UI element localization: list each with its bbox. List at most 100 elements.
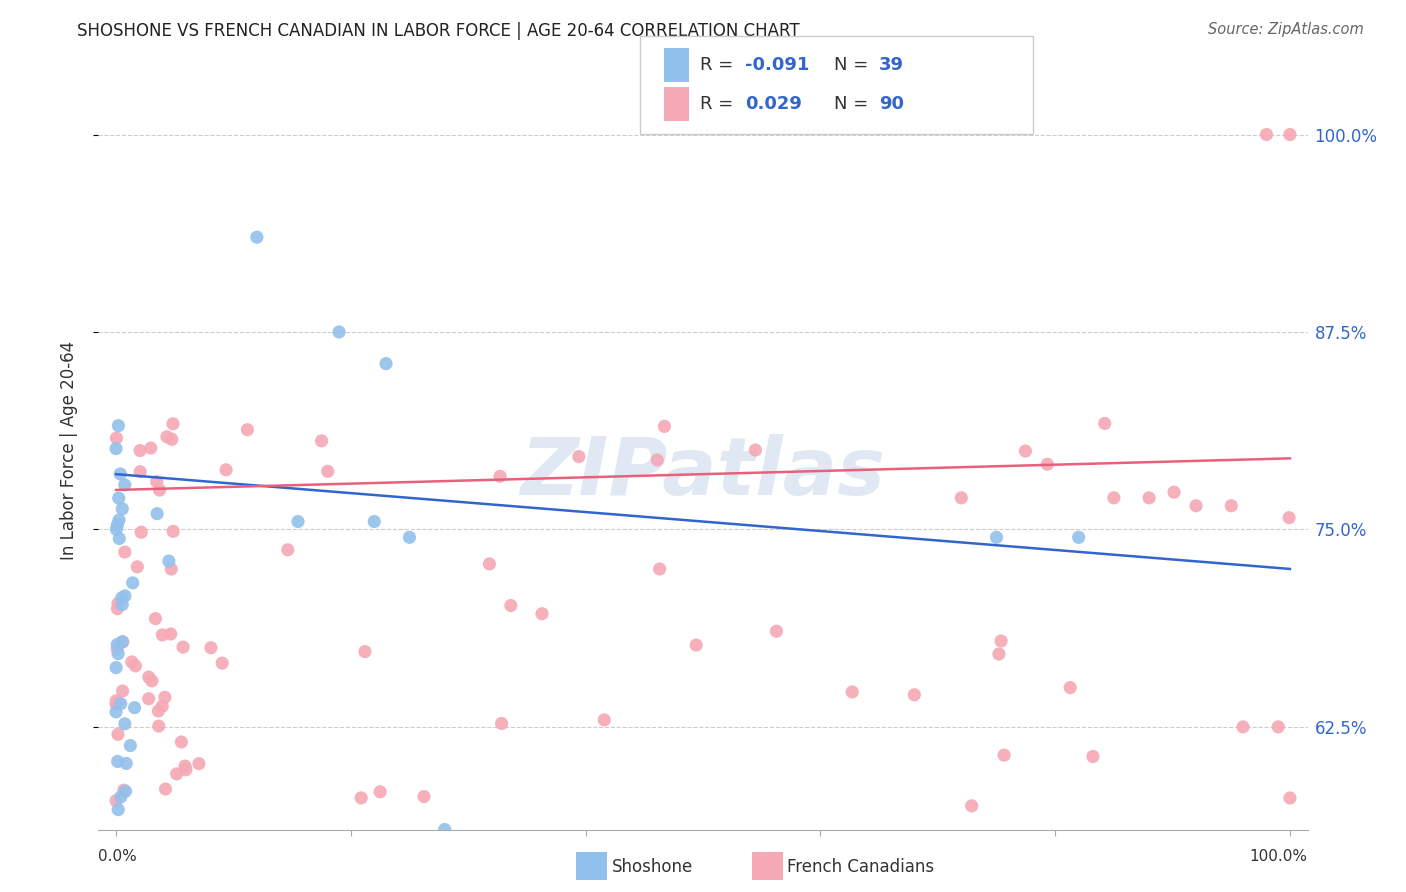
Point — [124, 658, 146, 673]
Point — [1278, 128, 1301, 142]
Point — [1102, 491, 1125, 505]
Point — [398, 530, 420, 544]
Point — [124, 700, 146, 714]
Point — [1185, 499, 1208, 513]
Point — [1067, 530, 1090, 544]
Point — [111, 684, 134, 698]
Point — [111, 591, 134, 605]
Point — [107, 601, 129, 615]
Point — [105, 694, 128, 708]
Point — [1094, 417, 1116, 431]
Point — [277, 542, 299, 557]
Point — [120, 739, 142, 753]
Point — [145, 612, 167, 626]
Point — [160, 433, 183, 447]
Point — [105, 794, 128, 808]
Point — [107, 647, 129, 661]
Point — [368, 785, 391, 799]
Point — [1036, 457, 1059, 471]
Point — [491, 716, 513, 731]
Point — [174, 759, 197, 773]
Point — [1232, 720, 1254, 734]
Point — [110, 467, 132, 481]
Point — [654, 419, 676, 434]
Point — [112, 783, 135, 797]
Point — [316, 464, 339, 478]
Point — [105, 522, 128, 536]
Text: 0.0%: 0.0% — [98, 848, 138, 863]
Point — [110, 789, 132, 804]
Text: 90: 90 — [879, 95, 904, 113]
Point — [478, 557, 501, 571]
Point — [141, 673, 163, 688]
Point — [150, 699, 173, 714]
Text: N =: N = — [834, 95, 873, 113]
Text: ZIPatlas: ZIPatlas — [520, 434, 886, 512]
Point — [146, 507, 169, 521]
Point — [1014, 444, 1036, 458]
Text: R =: R = — [700, 56, 740, 74]
Text: 39: 39 — [879, 56, 904, 74]
Text: 100.0%: 100.0% — [1250, 848, 1308, 863]
Point — [160, 562, 183, 576]
Point — [215, 463, 238, 477]
Point — [110, 697, 132, 711]
Point — [531, 607, 554, 621]
Point — [499, 599, 522, 613]
Text: Shoshone: Shoshone — [612, 858, 693, 876]
Point — [287, 515, 309, 529]
Point — [1220, 499, 1243, 513]
Point — [162, 524, 184, 539]
Point — [648, 562, 671, 576]
Point — [593, 713, 616, 727]
Point — [170, 735, 193, 749]
Point — [129, 443, 152, 458]
Point — [350, 791, 373, 805]
Point — [413, 789, 436, 804]
Point — [986, 530, 1008, 544]
Point — [987, 647, 1010, 661]
Point — [246, 230, 269, 244]
Point — [105, 517, 128, 532]
Point — [765, 624, 787, 639]
Point — [990, 634, 1012, 648]
Point — [993, 748, 1015, 763]
Point — [433, 822, 456, 837]
Point — [354, 644, 377, 658]
Point — [114, 545, 136, 559]
Point — [114, 478, 136, 492]
Point — [121, 655, 143, 669]
Point — [645, 453, 668, 467]
Text: Source: ZipAtlas.com: Source: ZipAtlas.com — [1208, 22, 1364, 37]
Point — [105, 641, 128, 656]
Point — [107, 755, 129, 769]
Point — [162, 417, 184, 431]
Point — [157, 554, 180, 568]
Point — [1278, 510, 1301, 524]
Point — [200, 640, 222, 655]
Point — [311, 434, 333, 448]
Point — [841, 685, 863, 699]
Point — [1278, 791, 1301, 805]
Text: R =: R = — [700, 95, 740, 113]
Point — [187, 756, 209, 771]
Point — [105, 442, 128, 456]
Point — [1163, 485, 1185, 500]
Point — [1059, 681, 1081, 695]
Point — [148, 483, 170, 497]
Point — [685, 638, 707, 652]
Point — [166, 767, 188, 781]
Point — [363, 515, 385, 529]
Point — [105, 638, 128, 652]
Text: 0.029: 0.029 — [745, 95, 801, 113]
Point — [114, 784, 136, 798]
Text: -0.091: -0.091 — [745, 56, 810, 74]
Point — [114, 589, 136, 603]
Point — [105, 697, 128, 711]
Point — [744, 443, 766, 458]
Point — [107, 727, 129, 741]
Point — [115, 756, 138, 771]
Point — [1267, 720, 1289, 734]
Point — [148, 704, 170, 718]
Point — [107, 418, 129, 433]
